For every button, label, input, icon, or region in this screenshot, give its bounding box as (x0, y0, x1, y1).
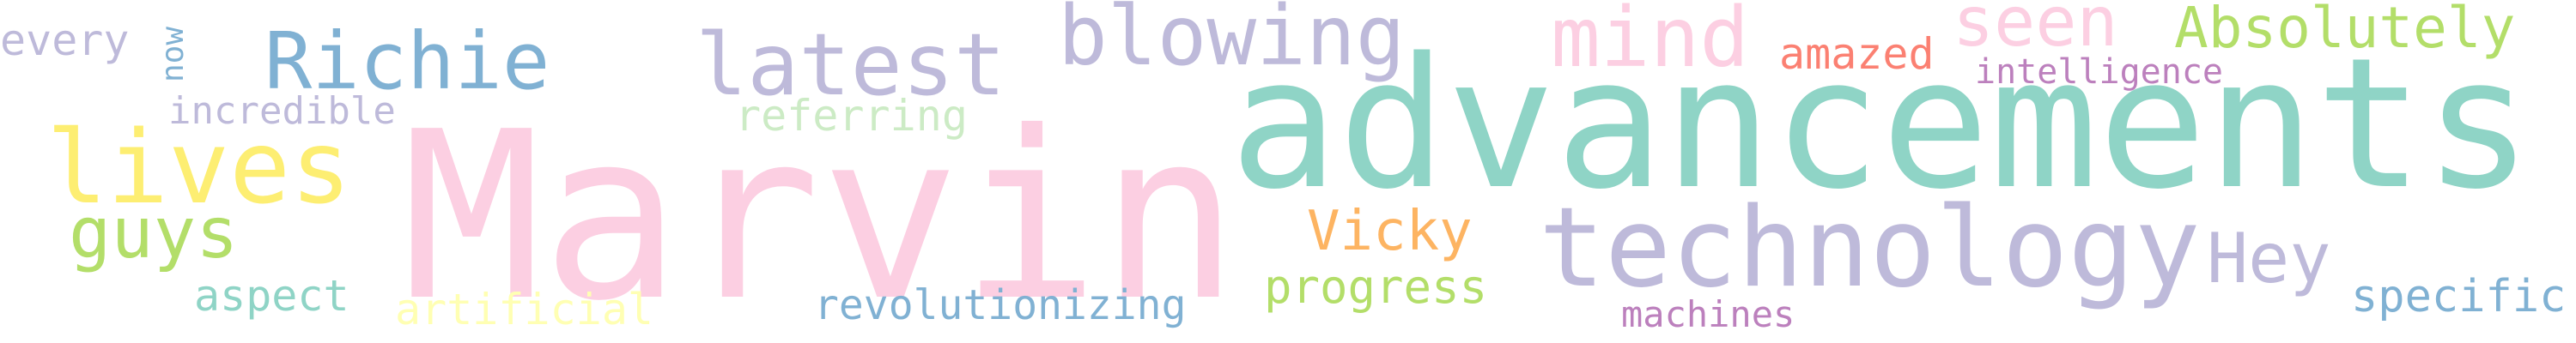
word-aspect: aspect (194, 271, 349, 321)
word-intelligence: intelligence (1975, 52, 2223, 92)
word-every: every (0, 15, 130, 65)
word-mind: mind (1551, 0, 1750, 86)
word-incredible: incredible (168, 89, 396, 133)
word-blowing: blowing (1058, 0, 1406, 84)
word-machines: machines (1621, 293, 1795, 335)
word-revolutionizing: revolutionizing (814, 281, 1187, 329)
word-amazed: amazed (1779, 29, 1935, 79)
word-richie: Richie (264, 15, 550, 107)
word-absolutely: Absolutely (2174, 0, 2516, 61)
word-artificial: artificial (395, 285, 654, 334)
word-seen: seen (1953, 0, 2118, 62)
word-technology: technology (1539, 184, 2201, 312)
word-hey: Hey (2207, 219, 2331, 298)
word-now: now (155, 26, 191, 82)
word-vicky: Vicky (1307, 200, 1473, 263)
word-guys: guys (69, 193, 239, 274)
word-marvin: Marvin (402, 81, 1240, 343)
word-advancements: advancements (1230, 19, 2533, 229)
word-referring: referring (735, 91, 968, 141)
word-specific: specific (2351, 271, 2567, 322)
word-latest: latest (696, 15, 1006, 115)
word-progress: progress (1264, 260, 1488, 314)
word-lives: lives (46, 108, 352, 226)
